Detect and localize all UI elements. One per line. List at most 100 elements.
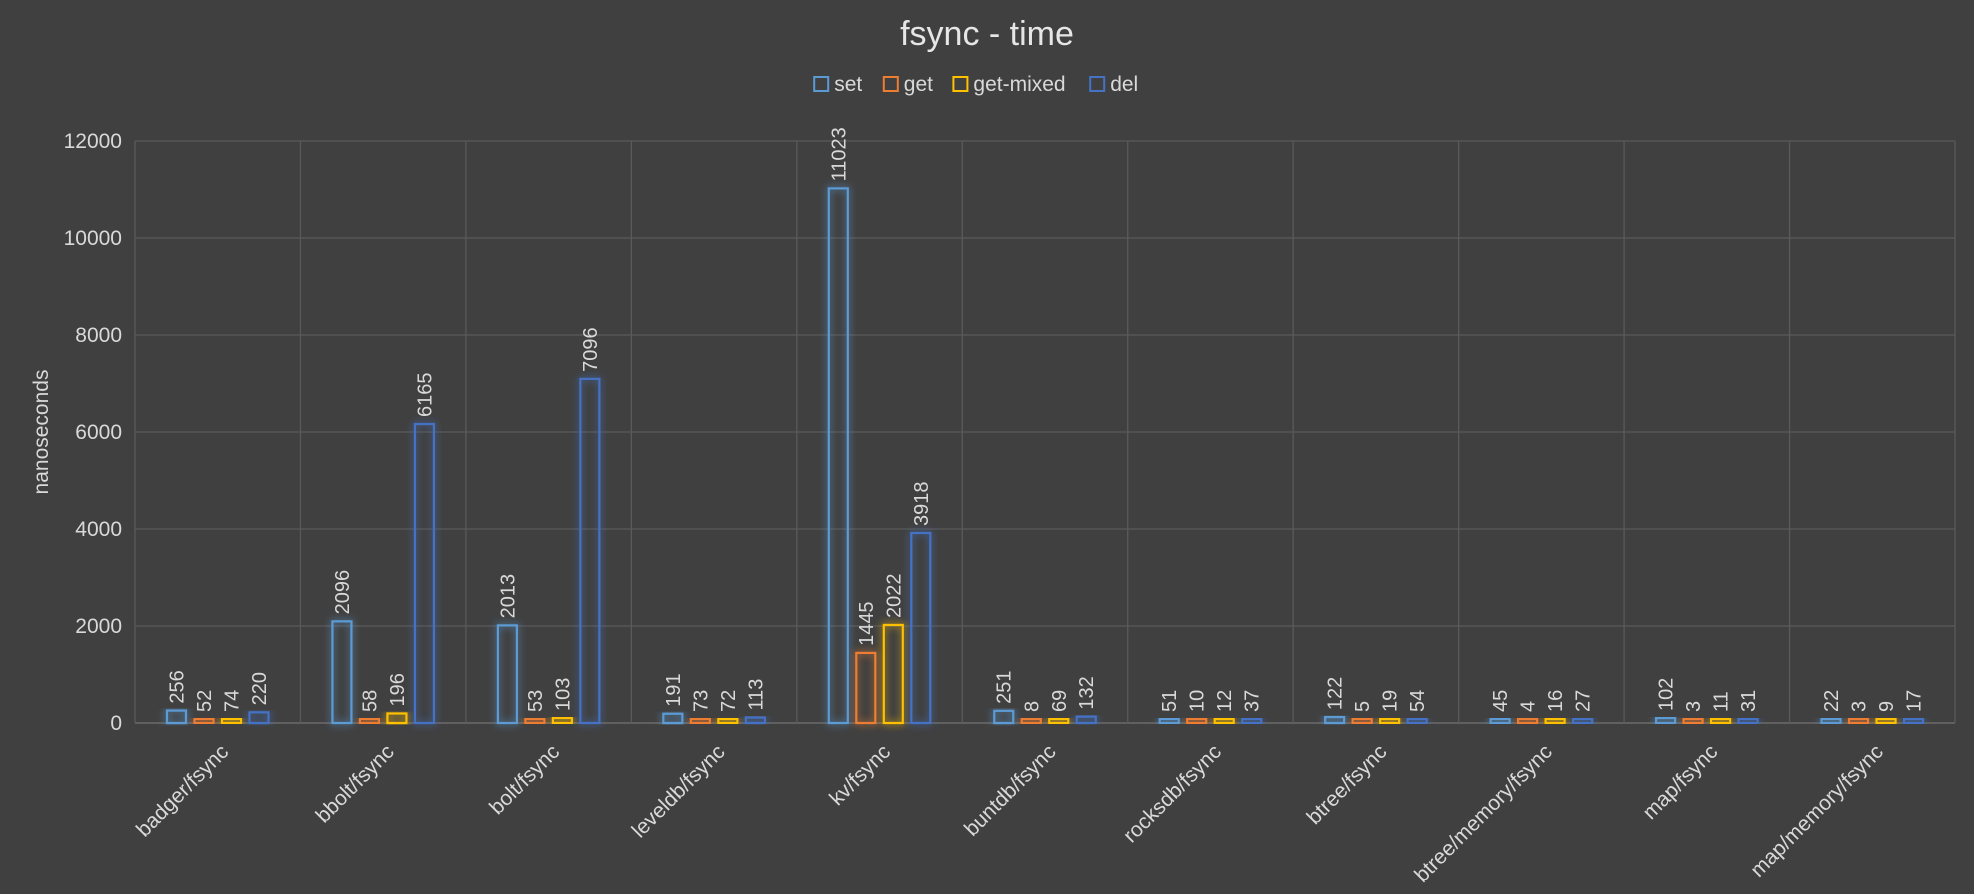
data-label: 54 — [1407, 690, 1429, 712]
y-tick-label: 2000 — [75, 615, 122, 638]
x-category-label: btree/fsync — [1303, 740, 1392, 829]
bar-get — [1186, 717, 1208, 725]
bar-get — [1020, 717, 1042, 725]
bar-get — [1682, 717, 1704, 725]
data-label: 58 — [359, 690, 381, 712]
data-label: 102 — [1656, 678, 1678, 711]
data-label: 73 — [690, 690, 712, 712]
bar-del — [1902, 717, 1925, 725]
bar-get-mixed — [1544, 717, 1566, 725]
bar-set — [827, 187, 849, 725]
legend-label-get-mixed: get-mixed — [973, 73, 1065, 96]
data-label: 113 — [745, 679, 767, 711]
data-label: 72 — [718, 690, 740, 712]
legend-swatch-del — [1089, 76, 1106, 92]
bar-set — [165, 709, 188, 725]
bar-set — [1820, 717, 1842, 725]
y-tick-label: 12000 — [64, 130, 122, 153]
data-label: 220 — [249, 672, 271, 705]
data-label: 3918 — [911, 481, 933, 526]
data-label: 51 — [1159, 690, 1181, 712]
data-label: 69 — [1049, 690, 1071, 712]
data-label: 196 — [387, 673, 409, 706]
legend-swatch-get — [882, 76, 899, 92]
bar-del — [1075, 715, 1097, 725]
bar-set — [993, 709, 1015, 725]
data-label: 11023 — [828, 127, 850, 181]
legend: set get get-mixed del — [813, 73, 1138, 96]
data-label: 2022 — [883, 573, 905, 618]
bar-set — [1654, 716, 1677, 725]
bar-get — [1517, 717, 1539, 725]
bar-del — [910, 531, 932, 725]
data-label: 10 — [1187, 690, 1209, 712]
bar-del — [1572, 717, 1594, 725]
data-label: 31 — [1738, 690, 1760, 712]
data-label: 74 — [221, 690, 243, 712]
y-axis-label: nanoseconds — [30, 370, 53, 495]
data-label: 37 — [1242, 690, 1264, 712]
bar-del — [1406, 717, 1428, 725]
x-category-label: buntdb/fsync — [960, 740, 1060, 840]
x-category-label: bolt/fsync — [485, 740, 564, 819]
data-label: 2013 — [497, 574, 519, 619]
data-label: 11 — [1711, 691, 1733, 712]
x-category-label: map/fsync — [1638, 740, 1722, 824]
data-label: 45 — [1490, 690, 1512, 712]
data-label: 22 — [1821, 690, 1843, 712]
data-label: 53 — [525, 690, 547, 712]
data-label: 191 — [663, 673, 685, 706]
y-tick-label: 6000 — [75, 421, 122, 444]
data-label: 132 — [1076, 676, 1098, 709]
y-axis-ticks: 0 2000 4000 6000 8000 10000 12000 — [64, 130, 122, 735]
y-tick-label: 10000 — [64, 227, 122, 250]
bar-set — [331, 620, 353, 725]
bar-get-mixed — [551, 716, 573, 725]
bar-get-mixed — [882, 623, 904, 725]
legend-label-del: del — [1110, 73, 1138, 96]
bar-get — [524, 717, 546, 725]
legend-swatch-get-mixed — [952, 76, 969, 92]
bar-get — [358, 717, 381, 725]
bar-del — [1737, 717, 1759, 725]
data-label: 19 — [1380, 690, 1402, 712]
bar-set — [662, 712, 684, 725]
data-label: 7096 — [580, 327, 602, 372]
data-label: 4 — [1518, 701, 1540, 712]
legend-label-get: get — [904, 73, 933, 96]
data-label: 3 — [1849, 701, 1871, 712]
bar-set — [1489, 717, 1511, 725]
legend-swatch-set — [813, 76, 830, 92]
data-label: 122 — [1325, 677, 1347, 710]
bar-del — [248, 711, 270, 725]
x-category-label: badger/fsync — [132, 740, 233, 841]
bar-del — [413, 422, 436, 725]
data-label: 12 — [1214, 690, 1236, 712]
data-label: 6165 — [414, 372, 436, 417]
x-category-label: bbolt/fsync — [311, 740, 398, 827]
chart-title: fsync - time — [900, 15, 1074, 53]
bar-get-mixed — [220, 717, 243, 725]
data-label: 1445 — [856, 601, 878, 646]
bar-get-mixed — [1213, 717, 1235, 725]
bar-get — [1351, 717, 1373, 725]
category-labels: badger/fsync bbolt/fsync bolt/fsync leveldb… — [132, 740, 1888, 887]
data-label: 251 — [994, 670, 1016, 703]
bar-set — [496, 624, 518, 725]
x-category-label: map/memory/fsync — [1746, 740, 1888, 882]
bar-get — [855, 651, 877, 725]
bar-del — [744, 716, 766, 725]
x-category-label: btree/memory/fsync — [1410, 740, 1557, 887]
data-label: 256 — [166, 670, 188, 703]
bars — [165, 187, 1925, 725]
data-label: 27 — [1573, 690, 1595, 712]
y-tick-label: 4000 — [75, 518, 122, 541]
bar-set — [1324, 715, 1346, 725]
x-category-label: leveldb/fsync — [628, 740, 730, 842]
y-tick-label: 0 — [110, 712, 122, 735]
data-label: 17 — [1904, 690, 1926, 712]
data-label: 3 — [1683, 701, 1705, 712]
